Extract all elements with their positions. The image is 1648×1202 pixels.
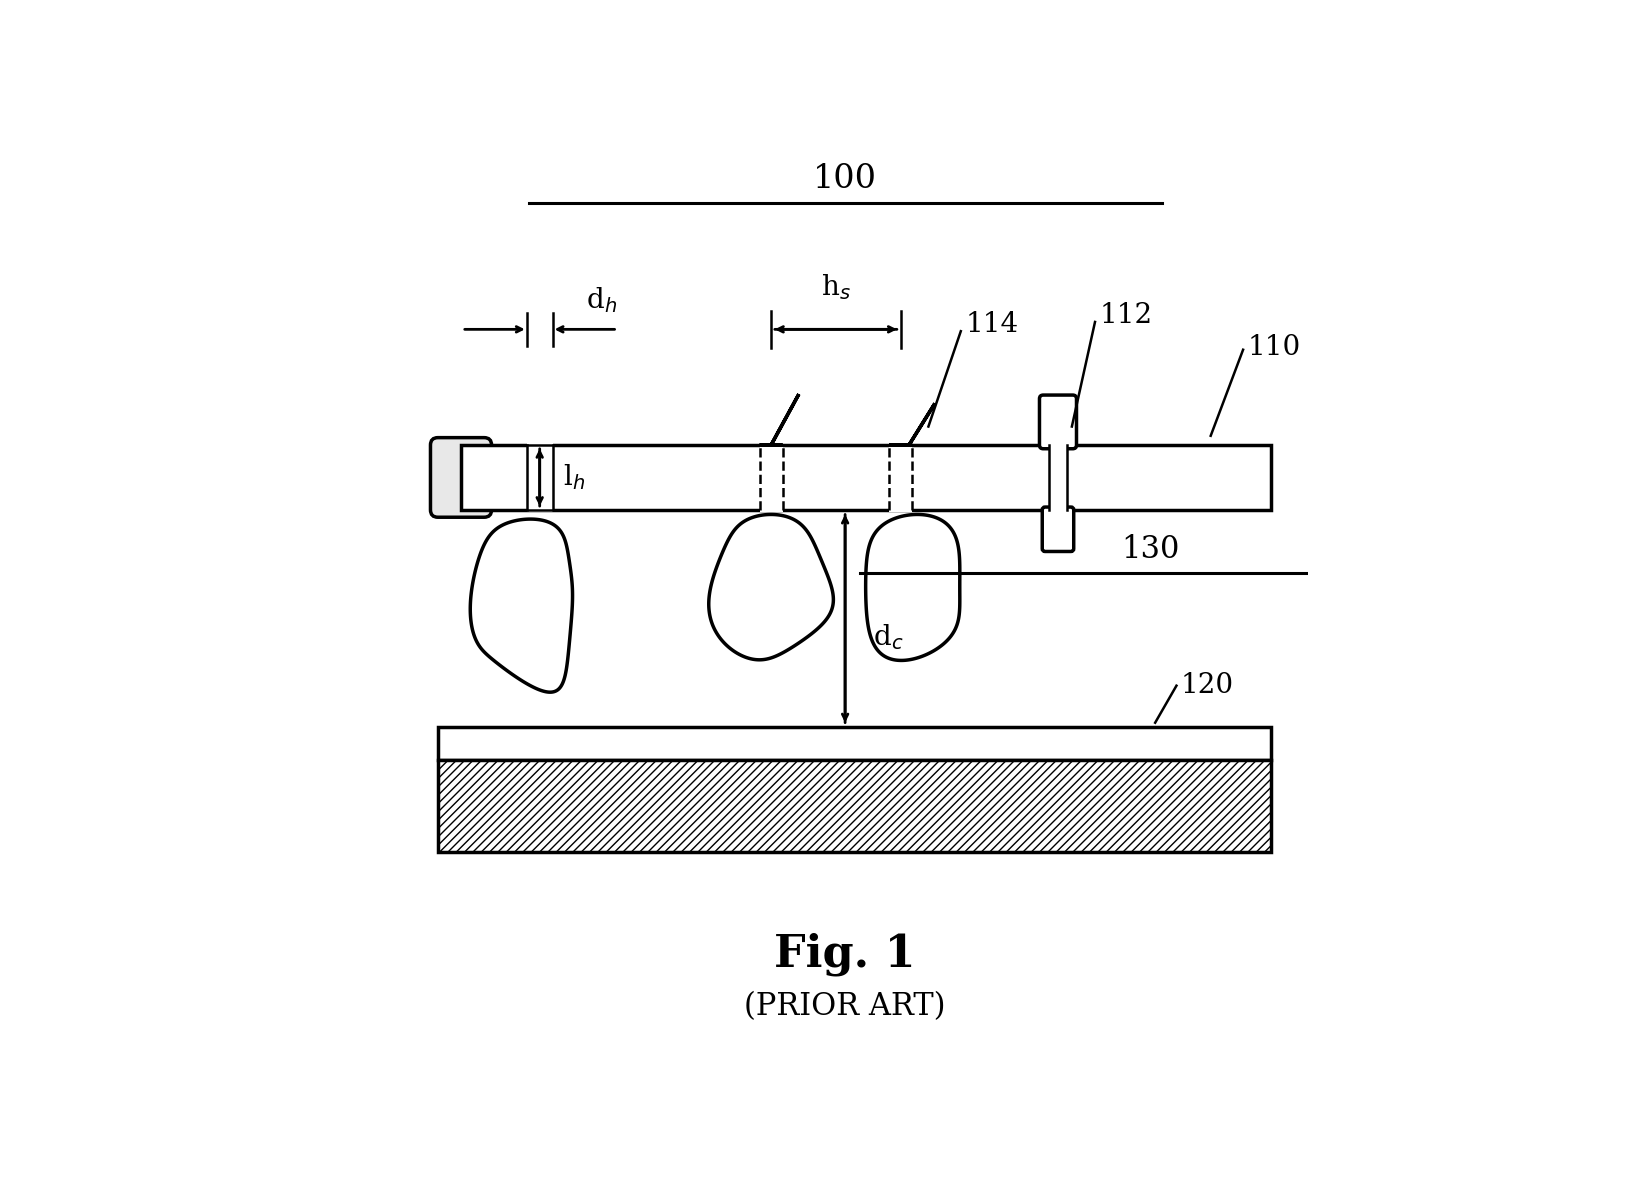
Bar: [461, 445, 1271, 510]
Bar: [438, 760, 1271, 852]
Bar: [760, 444, 783, 512]
Text: d$_c$: d$_c$: [872, 623, 903, 651]
Text: h$_s$: h$_s$: [821, 272, 850, 302]
Polygon shape: [709, 514, 832, 660]
FancyBboxPatch shape: [430, 438, 491, 517]
Polygon shape: [865, 514, 959, 660]
Text: l$_h$: l$_h$: [562, 463, 585, 493]
Text: 110: 110: [1248, 334, 1300, 362]
Text: 100: 100: [812, 163, 877, 195]
FancyBboxPatch shape: [1042, 507, 1073, 552]
Polygon shape: [760, 394, 798, 445]
Text: d$_h$: d$_h$: [585, 286, 616, 315]
Text: (PRIOR ART): (PRIOR ART): [743, 992, 946, 1023]
FancyBboxPatch shape: [1038, 395, 1076, 448]
Bar: [1048, 444, 1066, 512]
Polygon shape: [470, 519, 572, 692]
Bar: [888, 444, 911, 512]
Text: 112: 112: [1099, 302, 1152, 329]
Bar: [526, 444, 552, 512]
Polygon shape: [888, 404, 934, 445]
Text: 130: 130: [1121, 535, 1178, 565]
Text: 114: 114: [964, 311, 1018, 338]
Text: Fig. 1: Fig. 1: [775, 933, 915, 976]
Text: 120: 120: [1180, 672, 1233, 700]
Bar: [438, 727, 1271, 760]
